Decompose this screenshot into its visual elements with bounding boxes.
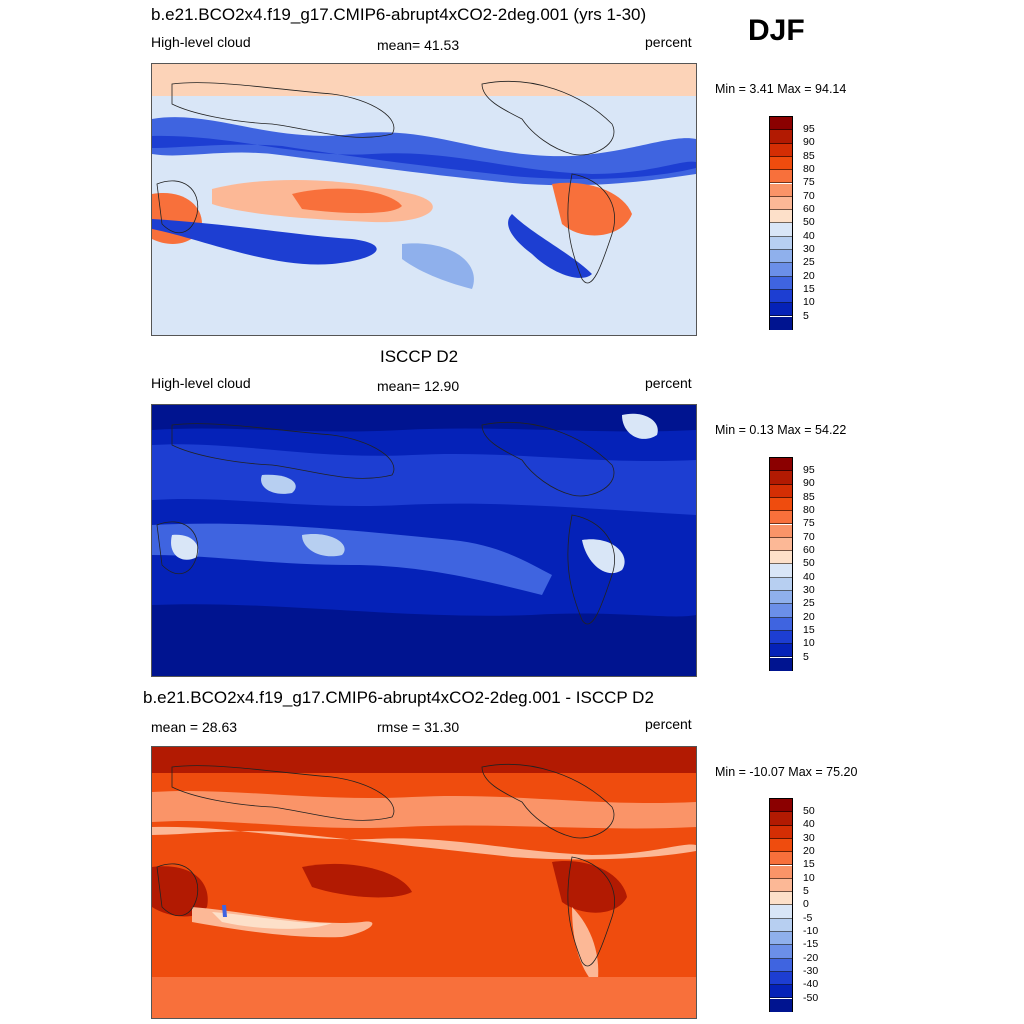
tick-label: -5 [803,912,813,924]
panel-title: b.e21.BCO2x4.f19_g17.CMIP6-abrupt4xCO2-2… [143,688,654,707]
tick-label: 10 [803,872,815,884]
tick-label: 10 [803,637,815,649]
tick-label: 70 [803,531,815,543]
units-label: percent [645,716,692,732]
mean-label: mean= 41.53 [377,37,460,53]
tick-label: 40 [803,818,815,830]
tick-label: 80 [803,163,815,175]
tick-label: 25 [803,597,815,609]
tick-label: 10 [803,296,815,308]
tick-label: -15 [803,938,819,950]
tick-label: 60 [803,203,815,215]
colorbar [769,457,793,671]
tick-label: 75 [803,176,815,188]
mean-label: mean = 28.63 [151,719,238,735]
tick-label: 15 [803,283,815,295]
units-label: percent [645,375,692,391]
tick-label: 0 [803,898,809,910]
cloud-map-model [151,63,697,336]
tick-label: -40 [803,978,819,990]
min-max-label: Min = 0.13 Max = 54.22 [715,423,847,437]
tick-label: 25 [803,256,815,268]
tick-label: 5 [803,885,809,897]
tick-label: -30 [803,965,819,977]
tick-label: 5 [803,310,809,322]
colorbar [769,116,793,330]
variable-label: High-level cloud [151,34,251,50]
tick-label: 50 [803,216,815,228]
tick-label: 70 [803,190,815,202]
tick-label: 15 [803,858,815,870]
tick-label: 80 [803,504,815,516]
cloud-map-observations [151,404,697,677]
tick-label: 30 [803,243,815,255]
tick-label: 95 [803,464,815,476]
tick-label: -50 [803,992,819,1004]
panel-title: ISCCP D2 [380,347,459,366]
tick-label: 85 [803,150,815,162]
season-label: DJF [748,14,805,47]
units-label: percent [645,34,692,50]
tick-label: 20 [803,845,815,857]
tick-label: 40 [803,230,815,242]
tick-label: 60 [803,544,815,556]
variable-label: High-level cloud [151,375,251,391]
tick-label: 75 [803,517,815,529]
tick-label: 5 [803,651,809,663]
tick-label: 40 [803,571,815,583]
tick-label: 50 [803,557,815,569]
tick-label: 85 [803,491,815,503]
tick-label: 90 [803,477,815,489]
panel-title: b.e21.BCO2x4.f19_g17.CMIP6-abrupt4xCO2-2… [151,5,647,24]
colorbar [769,798,793,1012]
rmse-label: rmse = 31.30 [377,719,460,735]
mean-label: mean= 12.90 [377,378,460,394]
tick-label: 20 [803,270,815,282]
tick-label: -20 [803,952,819,964]
tick-label: 30 [803,832,815,844]
tick-label: 95 [803,123,815,135]
tick-label: 30 [803,584,815,596]
min-max-label: Min = -10.07 Max = 75.20 [715,765,858,779]
cloud-map-difference [151,746,697,1019]
tick-label: -10 [803,925,819,937]
tick-label: 50 [803,805,815,817]
tick-label: 15 [803,624,815,636]
tick-label: 90 [803,136,815,148]
tick-label: 20 [803,611,815,623]
min-max-label: Min = 3.41 Max = 94.14 [715,82,847,96]
